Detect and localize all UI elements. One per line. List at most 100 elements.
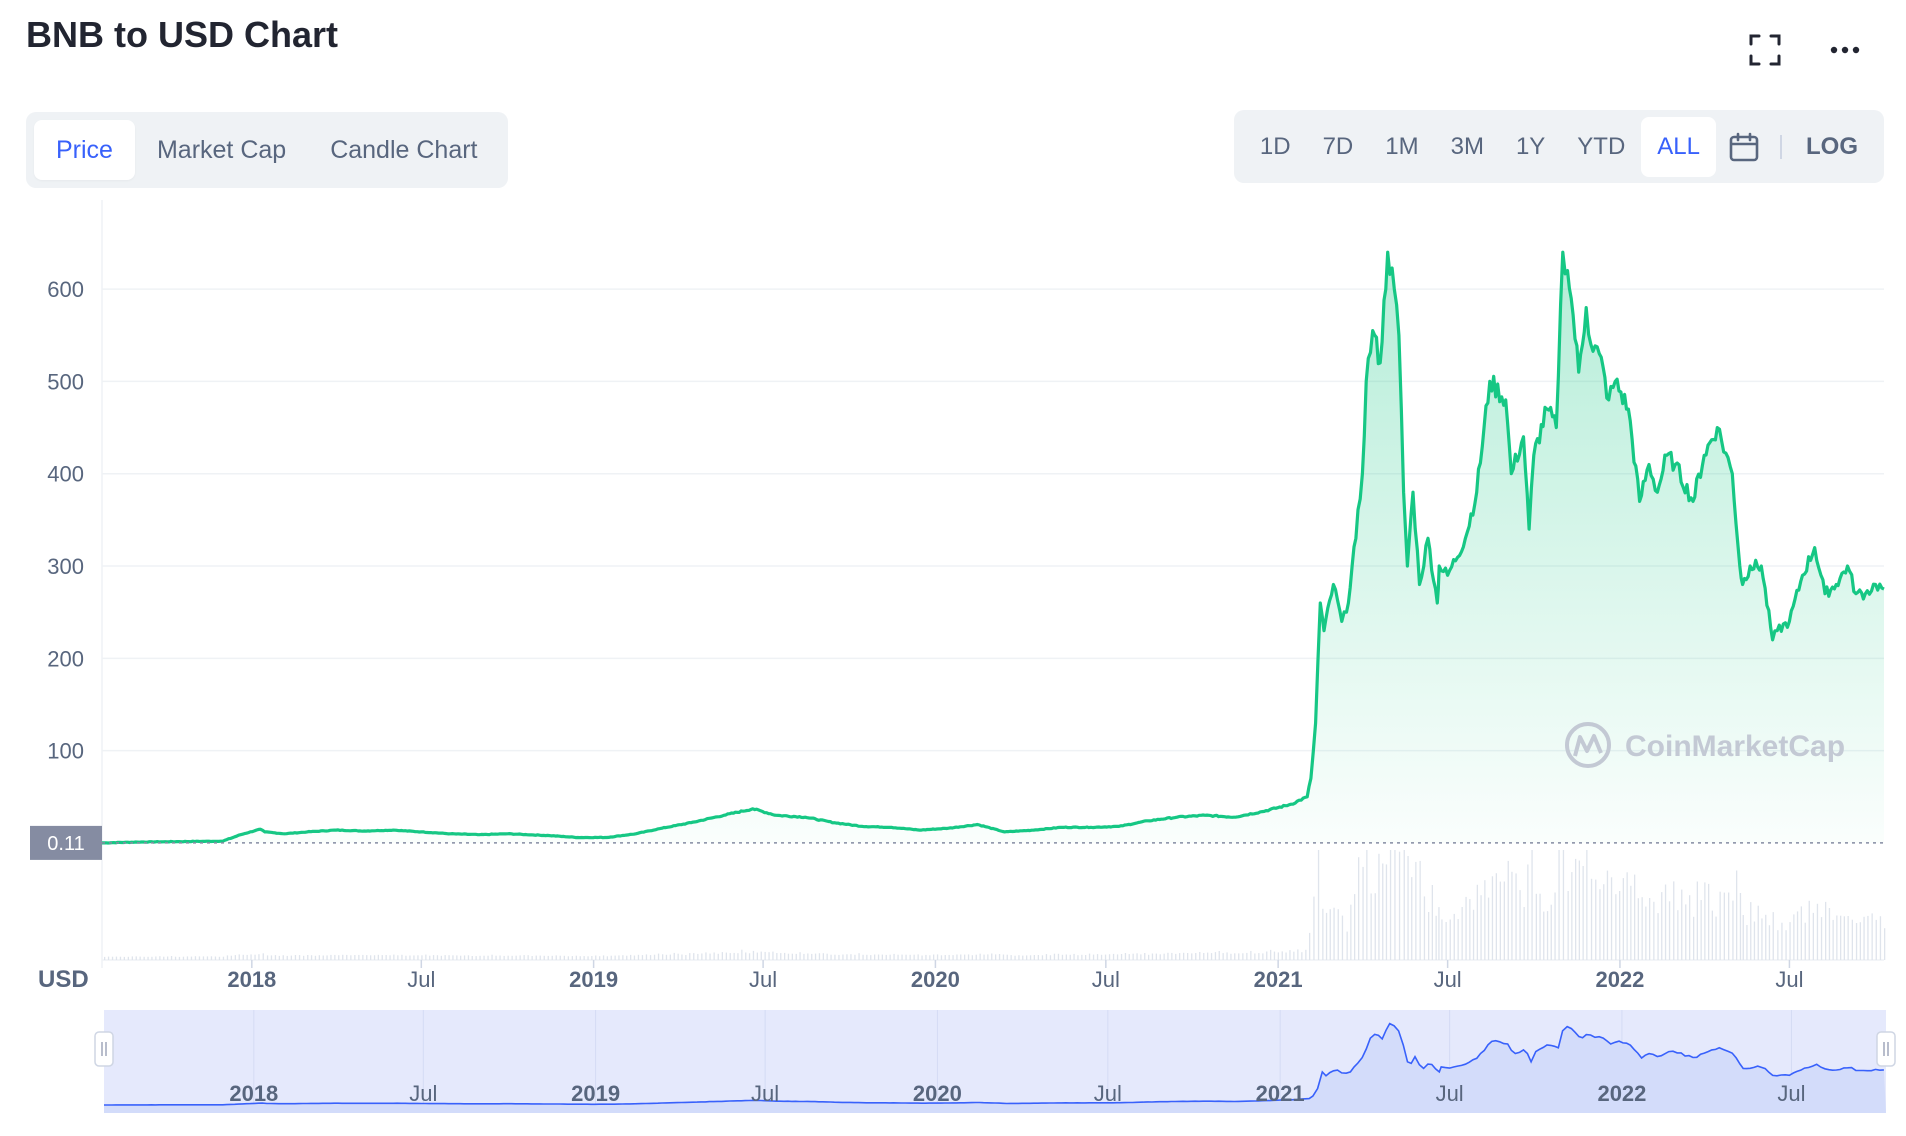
range-1y[interactable]: 1Y — [1515, 132, 1546, 160]
volume-bar — [760, 951, 762, 960]
volume-bar — [1582, 866, 1584, 960]
volume-bar — [1637, 898, 1639, 960]
volume-bar — [685, 955, 687, 960]
volume-bar — [1875, 919, 1877, 960]
volume-bar — [425, 954, 427, 960]
volume-bar — [123, 956, 125, 960]
volume-bar — [174, 956, 177, 960]
volume-bar — [693, 953, 695, 960]
volume-bar — [1571, 872, 1573, 960]
time-range-selector: 1D 7D 1M 3M 1Y YTD ALL LOG — [1233, 110, 1884, 183]
volume-bar — [1661, 892, 1663, 960]
volume-bar — [307, 955, 309, 960]
volume-bar — [531, 956, 533, 960]
volume-bar — [389, 955, 391, 960]
volume-bar — [602, 955, 605, 960]
volume-bar — [467, 955, 470, 960]
volume-bar — [322, 955, 324, 960]
volume-bar — [475, 956, 477, 960]
x-tick-label: 2021 — [1254, 967, 1303, 992]
volume-bar — [1603, 884, 1605, 960]
navigator-left-handle[interactable] — [94, 1031, 114, 1067]
volume-bar — [1578, 860, 1580, 960]
volume-bar — [1163, 953, 1165, 960]
volume-bar — [1195, 953, 1197, 960]
volume-bar — [733, 952, 735, 960]
handle-grip — [94, 1031, 114, 1067]
range-1d[interactable]: 1D — [1259, 132, 1291, 160]
volume-bar — [870, 955, 872, 960]
volume-bar — [507, 955, 509, 960]
volume-bar — [697, 953, 699, 960]
date-range-button[interactable] — [1716, 117, 1772, 177]
navigator-right-handle[interactable] — [1876, 1031, 1896, 1067]
volume-bar — [421, 955, 423, 960]
volume-bar — [393, 954, 395, 960]
volume-bar — [202, 956, 205, 960]
page-title: BNB to USD Chart — [26, 14, 338, 55]
y-tick-label: 500 — [47, 369, 84, 394]
range-1m[interactable]: 1M — [1385, 132, 1419, 160]
volume-bar — [1554, 892, 1556, 960]
volume-bar — [721, 952, 723, 960]
volume-bar — [1546, 911, 1549, 960]
volume-bar — [234, 955, 236, 960]
volume-bar — [795, 953, 797, 960]
volume-bar — [960, 954, 962, 960]
volume-bar — [1191, 953, 1193, 960]
tab-candle-chart[interactable]: Candle Chart — [330, 136, 478, 164]
volume-bar — [1073, 953, 1075, 960]
volume-bar — [1346, 931, 1348, 960]
x-tick-label: Jul — [1434, 967, 1462, 992]
volume-bar — [1653, 901, 1655, 960]
range-7d[interactable]: 7D — [1322, 132, 1354, 160]
range-3m[interactable]: 3M — [1450, 132, 1484, 160]
volume-bar — [381, 955, 383, 960]
expand-icon — [1749, 34, 1781, 66]
cmc-logo-mark — [1573, 734, 1603, 757]
price-chart[interactable]: 100 200 300 400 500 600 CoinMarketCap 0.11 20… — [0, 200, 1906, 1136]
volume-bar — [1415, 861, 1417, 960]
volume-bar — [905, 954, 907, 960]
coinmarketcap-logo: CoinMarketCap — [1565, 722, 1845, 768]
volume-bar — [1469, 899, 1471, 960]
volume-bar — [547, 955, 549, 960]
volume-bar — [250, 954, 252, 960]
navigator-tick-label: Jul — [1436, 1081, 1464, 1106]
log-scale-toggle[interactable]: LOG — [1806, 132, 1858, 160]
fullscreen-button[interactable] — [1745, 30, 1785, 70]
volume-bar — [913, 954, 915, 960]
volume-bar — [377, 954, 379, 960]
current-price-label: 0.11 — [47, 833, 84, 855]
volume-bar — [499, 955, 501, 960]
navigator-tick-label: 2020 — [913, 1081, 962, 1106]
volume-bar — [1626, 872, 1628, 960]
volume-bar — [1350, 904, 1352, 960]
volume-bar — [1499, 881, 1501, 960]
volume-bar — [214, 956, 217, 960]
volume-bar — [1867, 915, 1869, 960]
volume-bar — [575, 955, 577, 960]
volume-bar — [1484, 880, 1486, 960]
volume-bar — [791, 953, 793, 960]
range-all[interactable]: ALL — [1641, 116, 1716, 177]
tab-price[interactable]: Price — [34, 120, 135, 180]
navigator-tick-label: Jul — [1094, 1081, 1122, 1106]
volume-bar — [1441, 919, 1443, 960]
volume-bar — [409, 955, 411, 960]
volume-bar — [1832, 919, 1834, 960]
volume-bar — [772, 951, 774, 960]
x-tick-label: Jul — [407, 967, 435, 992]
volume-bar — [877, 954, 880, 960]
volume-bar — [115, 956, 118, 960]
volume-bar — [1258, 953, 1260, 960]
tab-market-cap[interactable]: Market Cap — [156, 136, 287, 164]
volume-bar — [1022, 955, 1024, 960]
volume-bar — [535, 955, 537, 960]
volume-bar — [975, 954, 977, 960]
volume-bar — [1511, 871, 1513, 960]
range-ytd[interactable]: YTD — [1577, 132, 1626, 160]
volume-bar — [933, 954, 935, 960]
more-options-button[interactable] — [1825, 30, 1865, 70]
volume-bar — [270, 955, 273, 960]
